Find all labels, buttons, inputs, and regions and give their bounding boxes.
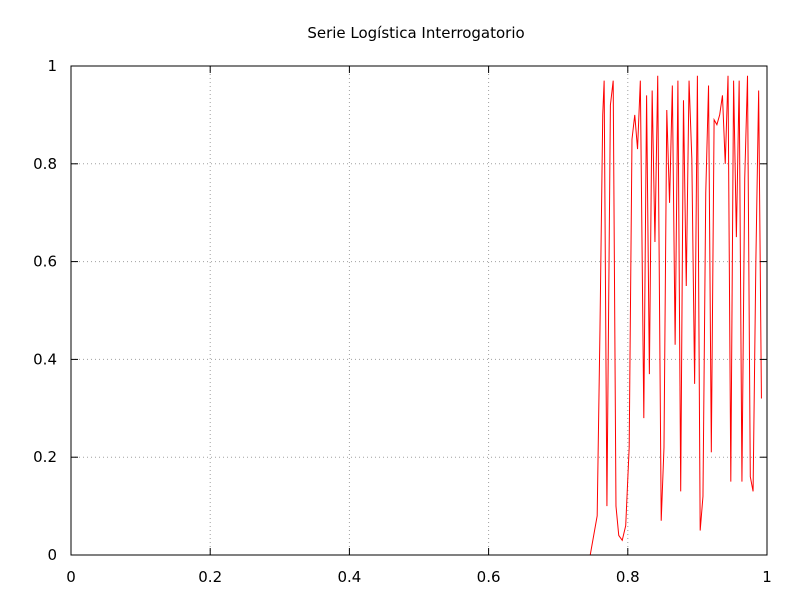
x-tick-label: 0.2 <box>198 568 222 586</box>
chart-title: Serie Logística Interrogatorio <box>307 24 524 42</box>
x-tick-label: 1 <box>762 568 772 586</box>
series-line-0 <box>589 75 762 556</box>
x-tick-label: 0.4 <box>337 568 361 586</box>
y-tick-label: 1 <box>47 57 57 75</box>
x-tick-label: 0.8 <box>616 568 640 586</box>
y-tick-label: 0.6 <box>33 253 57 271</box>
x-tick-label: 0.6 <box>477 568 501 586</box>
ticks: 0 0.2 0.4 0.6 0.8 1 0 0.2 0.4 0.6 0.8 1 <box>33 57 772 586</box>
y-tick-label: 0 <box>47 546 57 564</box>
y-tick-label: 0.8 <box>33 155 57 173</box>
x-tick-label: 0 <box>66 568 76 586</box>
y-tick-label: 0.2 <box>33 448 57 466</box>
series-layer <box>589 75 762 556</box>
plot-frame <box>70 65 768 556</box>
y-tick-label: 0.4 <box>33 350 57 368</box>
